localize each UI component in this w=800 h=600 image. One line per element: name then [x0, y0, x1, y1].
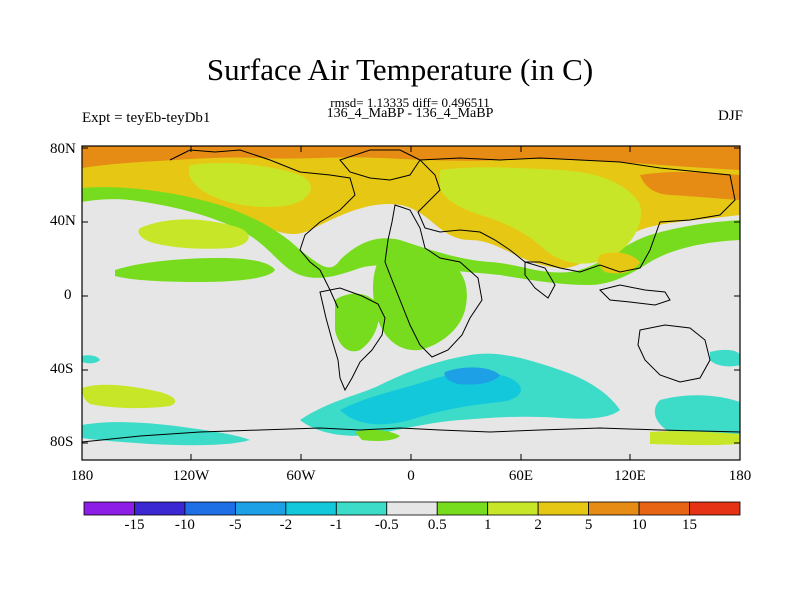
colorbar-label: -15 [124, 517, 145, 533]
colorbar-swatch [285, 501, 337, 516]
coastlines [82, 149, 740, 443]
y-tick-label-80s: 80S [50, 434, 74, 450]
colorbar-label: 0.5 [427, 517, 447, 533]
eurasia-yellow-green [440, 167, 641, 264]
experiment-label: Expt = teyEb-teyDb1 [82, 110, 211, 126]
colorbar-swatch [689, 501, 741, 516]
colorbar [83, 501, 741, 516]
coastline-greenland [339, 149, 421, 181]
antarctic-peninsula-green [355, 429, 400, 441]
x-tick-label-180w: 180 [70, 468, 94, 484]
coastline-antarctica [82, 427, 740, 443]
x-tick-label-180e: 180 [728, 468, 752, 484]
colorbar-label: 15 [682, 517, 698, 533]
tick-marks [81, 146, 741, 460]
y-tick-label-0: 0 [64, 287, 72, 303]
colorbar-label: 1 [483, 517, 492, 533]
coastline-australia [637, 324, 711, 383]
east-australia-cyan [654, 395, 740, 441]
coastline-europe-africa [384, 204, 483, 358]
x-tick-label-60w: 60W [286, 468, 316, 484]
colorbar-swatch [537, 501, 590, 516]
southern-ocean-blue [444, 367, 500, 385]
periods-label: 136_4_MaBP - 136_4_MaBP [326, 106, 494, 121]
colorbar-label: 10 [631, 517, 647, 533]
colorbar-swatch [436, 501, 489, 516]
coastline-eurasia [417, 157, 736, 273]
colorbar-swatch [134, 501, 186, 516]
colorbar-label: -0.5 [374, 517, 399, 533]
season-label: DJF [717, 108, 743, 124]
colorbar-label: -1 [330, 517, 343, 533]
x-tick-label-120w: 120W [172, 468, 210, 484]
stats-line: rmsd= 1.13335 diff= 0.496511 [330, 95, 490, 110]
colorbar-label: -5 [229, 517, 242, 533]
colorbar-label: 2 [534, 517, 542, 533]
africa-green [373, 253, 467, 351]
west-pacific-cyan [82, 355, 100, 364]
colorbar-swatch [588, 501, 640, 516]
plot-title: Surface Air Temperature (in C) [206, 52, 594, 87]
coastline-north-america [169, 149, 356, 309]
colorbar-label: -10 [174, 517, 195, 533]
temperature-field [82, 146, 740, 460]
colorbar-swatch [335, 501, 388, 516]
south-pacific-cyan [82, 422, 250, 446]
coastline-india [524, 261, 556, 299]
x-tick-label-60e: 60E [508, 468, 534, 484]
south-pacific-green [82, 384, 176, 409]
southern-ocean-cyan [340, 372, 521, 425]
y-tick-label-40n: 40N [50, 213, 76, 229]
x-tick-label-0: 0 [407, 468, 415, 484]
colorbar-swatch [83, 501, 135, 516]
colorbar-swatch [184, 501, 236, 516]
coastline-south-america [319, 287, 386, 392]
colorbar-swatch [234, 501, 287, 516]
colorbar-label: -2 [279, 517, 293, 533]
colorbar-swatch [638, 501, 690, 516]
colorbar-swatch [386, 501, 438, 516]
x-tick-label-120e: 120E [614, 468, 646, 484]
y-tick-label-80n: 80N [50, 141, 76, 157]
colorbar-swatch [487, 501, 539, 516]
y-tick-label-40s: 40S [50, 361, 74, 377]
antarctic-green-sliver [650, 431, 740, 446]
north-america-yellow-green [188, 163, 311, 207]
coastline-southeast-asia [599, 284, 671, 306]
siberia-orange [640, 171, 740, 200]
colorbar-label: 5 [584, 517, 593, 533]
south-america-green [335, 293, 380, 352]
pacific-tongue-inner [138, 219, 249, 249]
indian-ocean-cyan [710, 349, 740, 367]
pacific-tongue [115, 258, 275, 282]
